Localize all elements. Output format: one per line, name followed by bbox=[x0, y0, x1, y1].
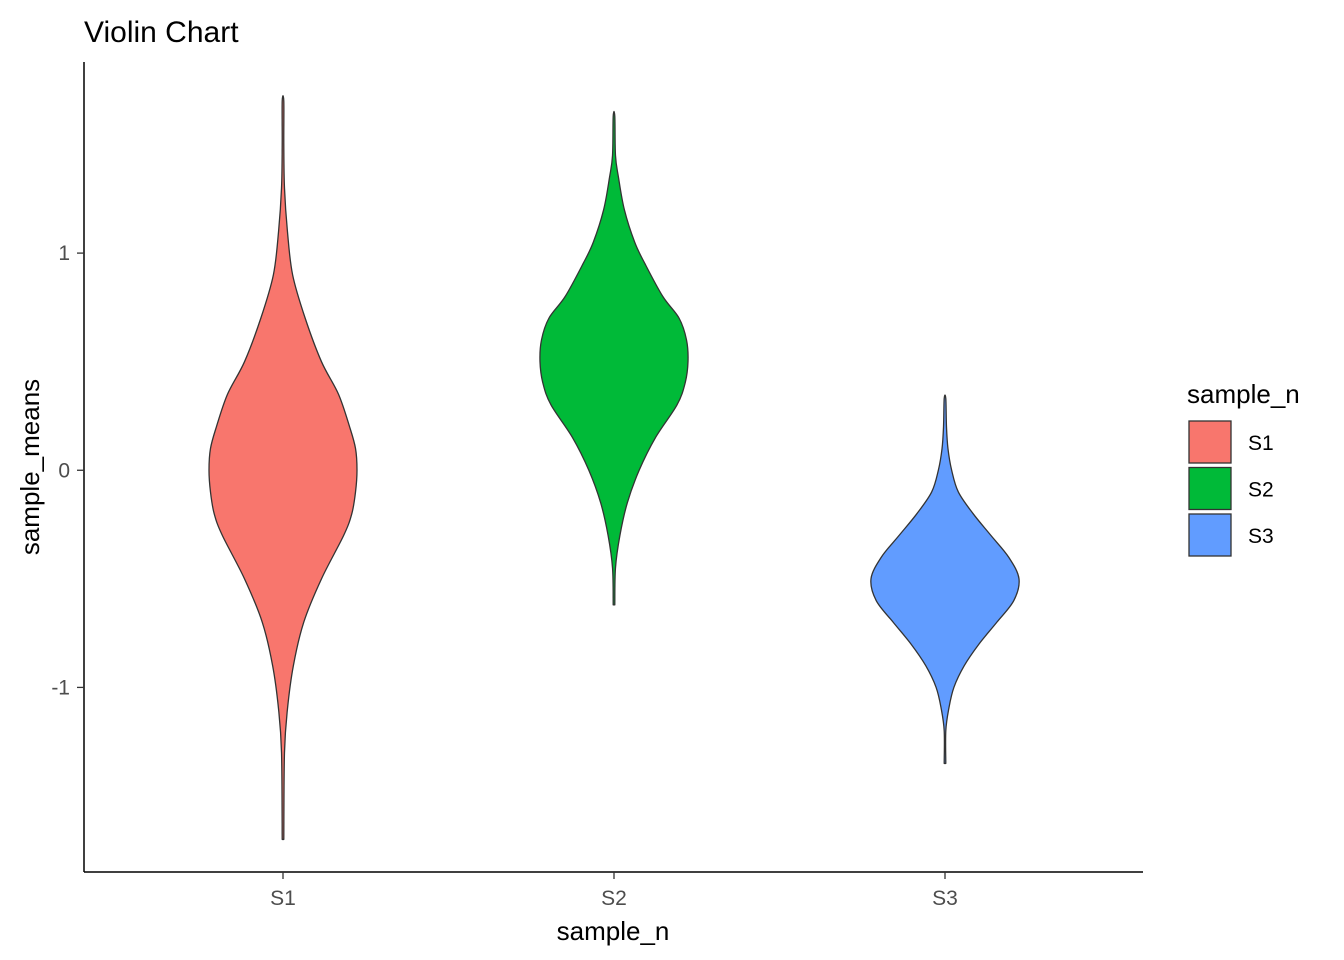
y-tick-label: -1 bbox=[51, 676, 70, 699]
y-tick-label: 1 bbox=[58, 242, 70, 265]
legend-swatch-s1 bbox=[1189, 421, 1231, 463]
x-tick-label: S1 bbox=[270, 887, 296, 910]
legend-label-s1: S1 bbox=[1248, 432, 1274, 455]
chart-title: Violin Chart bbox=[84, 16, 239, 49]
legend-swatch-s2 bbox=[1189, 468, 1231, 510]
x-tick-label: S2 bbox=[601, 887, 627, 910]
y-axis-title: sample_means bbox=[15, 379, 45, 555]
x-tick-label: S3 bbox=[932, 887, 958, 910]
legend-title: sample_n bbox=[1187, 379, 1300, 409]
legend-swatch-s3 bbox=[1189, 514, 1231, 556]
legend-label-s3: S3 bbox=[1248, 525, 1274, 548]
x-axis-title: sample_n bbox=[557, 916, 670, 946]
y-tick-label: 0 bbox=[58, 459, 70, 482]
legend-label-s2: S2 bbox=[1248, 479, 1274, 502]
legend-entries: S1 S2 S3 bbox=[1189, 421, 1274, 556]
